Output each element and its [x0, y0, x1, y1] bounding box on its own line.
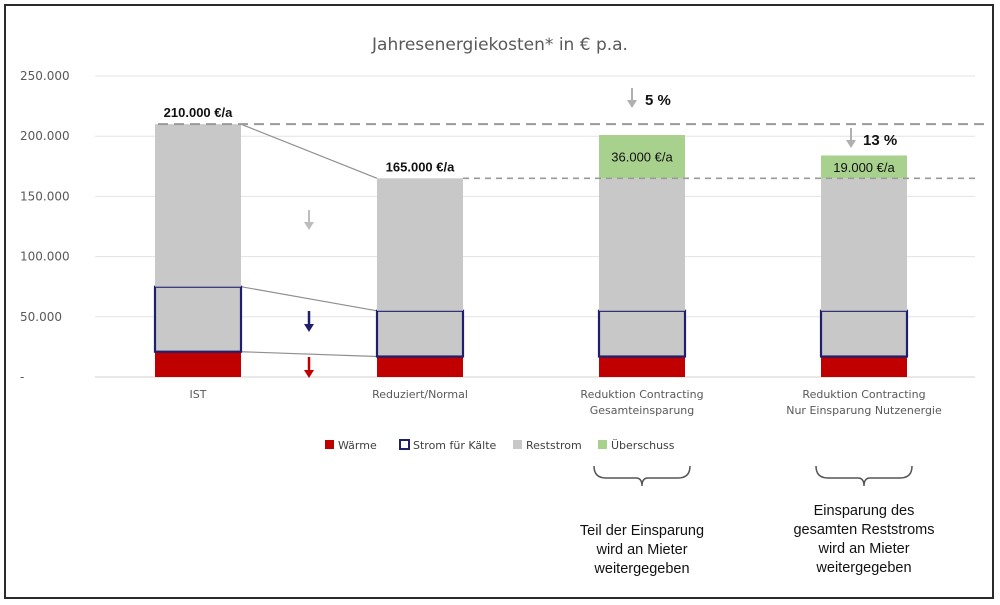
category-label: Reduziert/Normal	[372, 388, 468, 401]
bar-segment-reststrom	[821, 178, 907, 311]
legend-swatch	[325, 440, 334, 449]
bar-segment-wärme	[599, 356, 685, 377]
waerme-arrow-head	[304, 370, 314, 378]
note-line: weitergegeben	[593, 561, 689, 577]
chart-title: Jahresenergiekosten* in € p.a.	[371, 35, 628, 55]
bar-segment-strom-für-kälte	[597, 309, 687, 358]
connector-line	[240, 123, 378, 179]
y-axis-ticks: - 50.000 100.000 150.000 200.000 250.000	[20, 69, 70, 384]
note-line: gesamten Reststroms	[793, 522, 934, 538]
notes: Teil der Einsparung wird an Mieter weiterg…	[580, 465, 935, 577]
category-label: Reduktion Contracting	[802, 388, 925, 401]
connector-lines	[240, 123, 378, 358]
data-label: 19.000 €/a	[833, 160, 895, 175]
bar-segment-überschuss	[821, 155, 907, 179]
bar-segment-reststrom	[599, 178, 685, 311]
percent-annotation: 5 %	[645, 92, 671, 109]
strom-kaelte-arrow-head	[304, 324, 314, 332]
legend-label: Reststrom	[526, 439, 582, 452]
note-line: weitergegeben	[815, 560, 911, 576]
category-label: Nur Einsparung Nutzenergie	[786, 404, 942, 417]
bar-segment-überschuss	[599, 134, 685, 179]
legend-label: Überschuss	[611, 439, 675, 452]
percent-arrow-4-head	[846, 140, 856, 148]
note-line: wird an Mieter	[817, 541, 909, 557]
category-label: IST	[190, 388, 207, 401]
bar-segment-wärme	[377, 356, 463, 377]
percent-arrow-3-head	[627, 100, 637, 108]
legend-swatch	[399, 439, 410, 450]
y-tick-label: -	[20, 370, 24, 384]
bar-segment-reststrom	[377, 178, 463, 311]
brace	[593, 465, 691, 487]
connector-line	[240, 351, 378, 358]
reststrom-arrow-head	[304, 222, 314, 230]
y-tick-label: 250.000	[20, 69, 70, 83]
legend-label: Wärme	[338, 439, 377, 452]
data-label: 165.000 €/a	[386, 159, 455, 174]
percent-annotation: 13 %	[863, 132, 897, 149]
bar-segment-strom-für-kälte	[153, 285, 243, 353]
legend: Wärme Strom für Kälte Reststrom Überschuss	[325, 439, 675, 452]
bar-segment-wärme	[821, 356, 907, 377]
data-label: 210.000 €/a	[164, 105, 233, 120]
connector-line	[240, 286, 378, 312]
y-tick-label: 100.000	[20, 250, 70, 264]
bar-segment-wärme	[155, 351, 241, 377]
category-label: Reduktion Contracting	[580, 388, 703, 401]
note-line: Einsparung des	[814, 503, 915, 519]
x-axis-categories: IST Reduziert/Normal Reduktion Contracting…	[190, 388, 942, 417]
reference-lines	[158, 123, 985, 180]
y-tick-label: 50.000	[20, 310, 62, 324]
data-labels: 210.000 €/a 165.000 €/a 36.000 €/a 19.000 €…	[164, 92, 898, 175]
legend-label: Strom für Kälte	[413, 439, 497, 452]
category-label: Gesamteinsparung	[590, 404, 695, 417]
y-tick-label: 150.000	[20, 189, 70, 203]
legend-swatch	[513, 440, 522, 449]
note-line: wird an Mieter	[595, 542, 687, 558]
legend-swatch	[598, 440, 607, 449]
bar-segment-strom-für-kälte	[819, 309, 909, 358]
brace	[815, 465, 913, 487]
note-line: Teil der Einsparung	[580, 523, 704, 539]
data-label: 36.000 €/a	[611, 150, 673, 165]
bar-segment-reststrom	[155, 124, 241, 287]
bars	[153, 124, 909, 377]
arrows	[304, 88, 856, 378]
y-tick-label: 200.000	[20, 129, 70, 143]
bar-segment-strom-für-kälte	[375, 309, 465, 358]
